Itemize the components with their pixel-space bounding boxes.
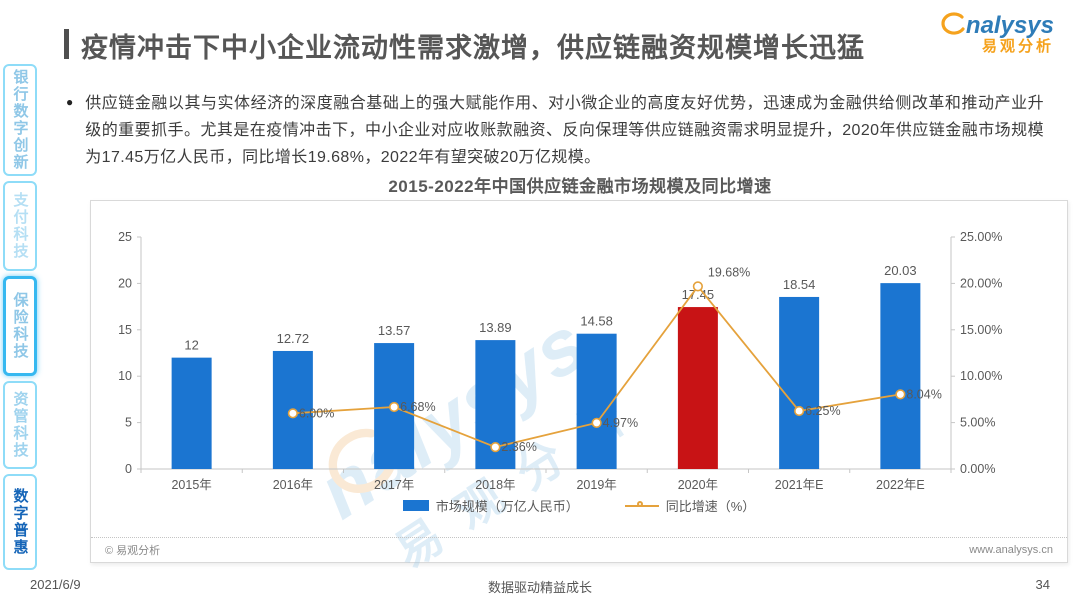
svg-text:2.36%: 2.36% <box>501 440 536 454</box>
svg-text:0: 0 <box>125 462 132 476</box>
svg-text:12.72: 12.72 <box>277 331 310 346</box>
legend-bar-label: 市场规模（万亿人民币） <box>435 499 579 514</box>
svg-text:20: 20 <box>118 276 132 290</box>
svg-text:6.00%: 6.00% <box>299 406 334 420</box>
svg-text:2022年E: 2022年E <box>876 478 925 492</box>
title-accent-bar <box>64 29 69 59</box>
svg-text:5.00%: 5.00% <box>960 416 995 430</box>
svg-text:18.54: 18.54 <box>783 277 816 292</box>
combo-chart: 0 5 10 15 20 25 0.00% 5.00% 10.00% 15.00% 20.00% 25… <box>118 230 1002 492</box>
footer-slogan: 数据驱动精益成长 <box>487 580 592 595</box>
copyright-text: © 易观分析 <box>105 545 161 557</box>
svg-text:10: 10 <box>118 369 132 383</box>
svg-text:20.03: 20.03 <box>884 263 917 278</box>
legend-item-market-scale: 市场规模（万亿人民币） <box>402 496 579 515</box>
chart-card-footer: © 易观分析 www.analysys.cn <box>91 537 1067 562</box>
page-title: 疫情冲击下中小企业流动性需求激增，供应链融资规模增长迅猛 <box>81 33 865 63</box>
summary-paragraph: ● 供应链金融以其与实体经济的深度融合基础上的强大赋能作用、对小微企业的高度友好… <box>66 90 1044 171</box>
sidebar-item-insurance-tech[interactable]: 保险科技 <box>3 276 37 376</box>
svg-text:14.58: 14.58 <box>580 314 613 329</box>
svg-text:2016年: 2016年 <box>273 478 313 492</box>
sidebar: 银行数字创新 支付科技 保险科技 资管科技 数字普惠 <box>3 64 41 570</box>
svg-text:6.68%: 6.68% <box>400 400 435 414</box>
svg-text:2017年: 2017年 <box>374 478 414 492</box>
svg-text:2019年: 2019年 <box>576 478 616 492</box>
svg-text:2020年: 2020年 <box>678 478 718 492</box>
svg-text:2021年E: 2021年E <box>775 478 824 492</box>
svg-text:15.00%: 15.00% <box>960 323 1002 337</box>
svg-text:12: 12 <box>184 338 198 353</box>
chart-legend: 市场规模（万亿人民币） 同比增速（%） <box>91 496 1067 515</box>
svg-text:25: 25 <box>118 230 132 244</box>
svg-text:4.97%: 4.97% <box>603 416 638 430</box>
svg-text:25.00%: 25.00% <box>960 230 1002 244</box>
logo-text-cn: 易观分析 <box>981 38 1054 55</box>
svg-text:10.00%: 10.00% <box>960 369 1002 383</box>
logo-swoosh-icon <box>941 12 965 35</box>
header: 疫情冲击下中小企业流动性需求激增，供应链融资规模增长迅猛 <box>64 26 964 65</box>
page-footer: 数据驱动精益成长 2021/6/9 34 <box>0 577 1080 595</box>
svg-text:5: 5 <box>125 416 132 430</box>
page-number: 34 <box>1035 577 1050 592</box>
svg-text:6.25%: 6.25% <box>805 404 840 418</box>
legend-line-label: 同比增速（%） <box>665 499 756 514</box>
svg-text:2015年: 2015年 <box>171 478 211 492</box>
svg-text:0.00%: 0.00% <box>960 462 995 476</box>
svg-text:2018年: 2018年 <box>475 478 515 492</box>
svg-text:20.00%: 20.00% <box>960 276 1002 290</box>
sidebar-item-payment-tech[interactable]: 支付科技 <box>3 181 37 271</box>
legend-item-growth-rate: 同比增速（%） <box>624 496 756 515</box>
svg-text:15: 15 <box>118 323 132 337</box>
footer-date: 2021/6/9 <box>30 577 81 592</box>
svg-text:19.68%: 19.68% <box>708 265 750 279</box>
analysys-logo: nalysys 易观分析 <box>936 12 1054 54</box>
sidebar-item-banking-digital-innovation[interactable]: 银行数字创新 <box>3 64 37 176</box>
chart-card: nalysys 易观分析 0 5 10 15 20 25 0.00% 5.00% 10.00% 1… <box>90 200 1068 578</box>
svg-text:8.04%: 8.04% <box>906 387 941 401</box>
website-text: www.analysys.cn <box>969 544 1053 556</box>
logo-text-en: nalysys <box>965 12 1054 39</box>
legend-bar-swatch <box>402 500 429 511</box>
svg-text:13.89: 13.89 <box>479 320 512 335</box>
bullet-icon: ● <box>66 95 74 109</box>
sidebar-item-digital-inclusion[interactable]: 数字普惠 <box>3 474 37 570</box>
summary-text: 供应链金融以其与实体经济的深度融合基础上的强大赋能作用、对小微企业的高度友好优势… <box>85 95 1044 166</box>
svg-text:13.57: 13.57 <box>378 323 411 338</box>
sidebar-item-asset-management-tech[interactable]: 资管科技 <box>3 381 37 469</box>
legend-line-swatch <box>624 500 659 507</box>
chart-title: 2015-2022年中国供应链金融市场规模及同比增速 <box>388 177 772 196</box>
